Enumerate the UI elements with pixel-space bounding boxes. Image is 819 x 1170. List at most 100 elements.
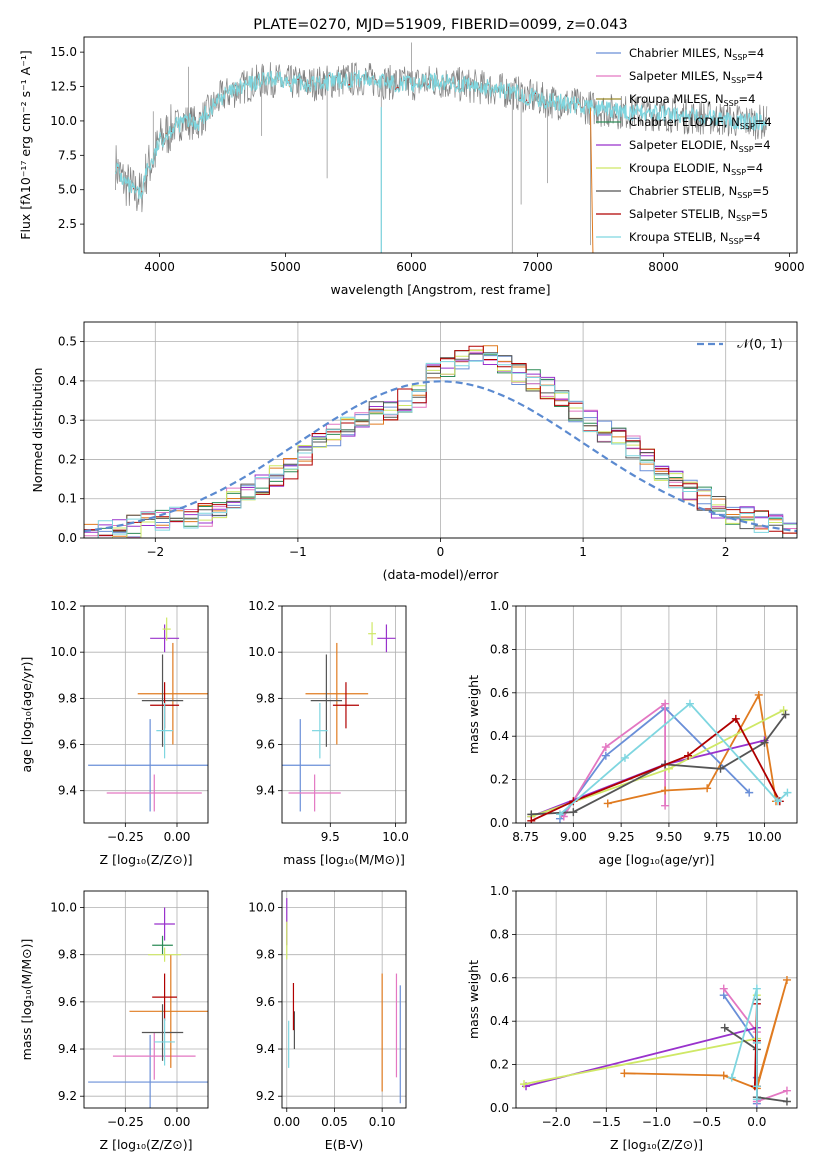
weight_vs_age-series xyxy=(527,690,792,823)
age_vs_mass-xtick-label-1: 10.0 xyxy=(382,830,409,844)
residuals-ytick-label-2: 0.2 xyxy=(58,452,77,466)
weight_vs_age-marker-6-2 xyxy=(684,751,693,760)
residuals-xtick-label-2: 0 xyxy=(437,545,445,559)
weight_vs_Z-xtick-label-2: −1.0 xyxy=(642,1115,671,1129)
spectrum-lines xyxy=(114,42,768,253)
weight_vs_Z-ytick-label-2: 0.4 xyxy=(490,1014,509,1028)
weight_vs_age-ytick-label-1: 0.2 xyxy=(490,773,509,787)
weight_vs_age-marker-2-3 xyxy=(754,690,763,699)
mass_vs_ebv-xlabel: E(B-V) xyxy=(325,1137,364,1152)
weight_vs_age-ytick-label-2: 0.4 xyxy=(490,729,509,743)
age_vs_mass-ytick-label-0: 9.4 xyxy=(256,784,275,798)
age_vs_mass-ytick-label-2: 9.8 xyxy=(256,691,275,705)
weight_vs_age-marker-1-1 xyxy=(601,743,610,752)
weight_vs_age-line-0 xyxy=(559,706,750,820)
mass_vs_Z-xtick-label-0: −0.25 xyxy=(107,1115,144,1129)
spectrum-ytick-label-1: 5.0 xyxy=(58,183,77,197)
residuals-frame xyxy=(83,321,798,539)
residual-ylabel: Normed distribution xyxy=(30,368,45,493)
spectrum-title: PLATE=0270, MJD=51909, FIBERID=0099, z=0… xyxy=(253,17,627,33)
weight_vs_Z-marker-5-4 xyxy=(782,1097,791,1106)
legend-label-7: Salpeter STELIB, NSSP=5 xyxy=(629,207,768,223)
spectrum-ytick-label-0: 2.5 xyxy=(58,217,77,231)
weight_vs_Z-xlabel: Z [log₁₀(Z/Z⊙)] xyxy=(610,1137,703,1152)
weight_vs_age-marker-5-5 xyxy=(781,710,790,719)
weight_vs_age-marker-0-1 xyxy=(601,751,610,760)
weight_vs_age-xtick-label-5: 10.00 xyxy=(747,830,781,844)
residuals-xtick-label-0: −2 xyxy=(146,545,164,559)
weight_vs_age-marker-4-1 xyxy=(664,764,673,773)
legend-label-0: Chabrier MILES, NSSP=4 xyxy=(629,46,764,62)
weight_vs_Z-marker-4-0 xyxy=(520,1080,529,1089)
age_vs_Z-ytick-label-0: 9.4 xyxy=(58,784,77,798)
weight_vs_Z-marker-7-3 xyxy=(752,1095,761,1104)
weight_vs_Z-marker-1-3 xyxy=(782,1086,791,1095)
residuals-ytick-label-0: 0.0 xyxy=(58,531,77,545)
legend-label-8: Kroupa STELIB, NSSP=4 xyxy=(629,230,760,246)
mass_vs_ebv-ytick-label-1: 9.4 xyxy=(256,1042,275,1056)
weight_vs_age-axes: 8.75 9.00 9.25 9.50 9.75 10.00 0.0 0.2 0.4 0.6 0.8… xyxy=(490,599,798,844)
spectrum-xtick-label-3: 7000 xyxy=(522,260,553,274)
age_vs_mass-frame xyxy=(281,605,407,824)
weight_vs_Z-xtick-label-0: −2.0 xyxy=(542,1115,571,1129)
legend-label-1: Salpeter MILES, NSSP=4 xyxy=(629,69,763,85)
age_vs_mass-ytick-label-4: 10.2 xyxy=(248,599,275,613)
weight_vs_age-xlabel: age [log₁₀(age/yr)] xyxy=(599,852,715,867)
weight_vs_Z-marker-7-2 xyxy=(752,1038,761,1047)
weight_vs_age-line-4 xyxy=(531,709,785,818)
mass_vs_ebv-ytick-label-0: 9.2 xyxy=(256,1089,275,1103)
mass_vs_Z-points xyxy=(88,907,208,1108)
residual-xlabel: (data-model)/error xyxy=(383,567,500,582)
weight_vs_age-marker-7-1 xyxy=(620,753,629,762)
mass_vs_ebv-axes: 0.00 0.05 0.10 9.2 9.4 9.6 9.8 10.0 xyxy=(248,890,407,1129)
weight_vs_Z-ytick-label-4: 0.8 xyxy=(490,927,509,941)
weight_vs_Z-marker-5-0 xyxy=(720,1023,729,1032)
age_vs_mass-ytick-label-3: 10.0 xyxy=(248,645,275,659)
weight_vs_age-line-1 xyxy=(563,701,666,817)
weight_vs_Z-ytick-label-3: 0.6 xyxy=(490,971,509,985)
age_vs_Z-ytick-label-2: 9.8 xyxy=(58,691,77,705)
weight_vs_age-ytick-label-0: 0.0 xyxy=(490,816,509,830)
weight_vs_age-marker-2-0 xyxy=(603,799,612,808)
weight_vs_age-marker-6-3 xyxy=(731,714,740,723)
age_vs_Z-ylabel: age [log₁₀(age/yr)] xyxy=(19,657,34,773)
weight_vs_age-ylabel: mass weight xyxy=(466,675,481,754)
legend-label-5: Kroupa ELODIE, NSSP=4 xyxy=(629,161,763,177)
mass_vs_Z-axes: −0.25 0.00 9.2 9.4 9.6 9.8 10.0 xyxy=(50,890,209,1129)
spectrum-frame xyxy=(83,36,798,254)
age_vs_Z-points xyxy=(88,617,208,812)
age_vs_Z-frame xyxy=(83,605,209,824)
spectrum-xlabel: wavelength [Angstrom, rest frame] xyxy=(330,282,550,297)
spectrum-axes: 4000 5000 6000 7000 8000 9000 2.5 5.0 7.5 10.0 12.… xyxy=(50,36,805,274)
mass_vs_ebv-frame xyxy=(281,890,407,1109)
age_vs_Z-xlabel: Z [log₁₀(Z/Z⊙)] xyxy=(100,852,193,867)
mass_vs_Z-xlabel: Z [log₁₀(Z/Z⊙)] xyxy=(100,1137,193,1152)
weight_vs_Z-xtick-label-3: −0.5 xyxy=(692,1115,721,1129)
mass_vs_ebv-ytick-label-4: 10.0 xyxy=(248,901,275,915)
mass_vs_Z-ytick-label-3: 9.8 xyxy=(58,948,77,962)
weight_vs_age-marker-7-3 xyxy=(773,797,782,806)
weight_vs_Z-ylabel: mass weight xyxy=(466,960,481,1039)
weight_vs_age-marker-5-4 xyxy=(760,738,769,747)
age_vs_mass-ytick-label-1: 9.6 xyxy=(256,738,275,752)
mass_vs_ebv-xtick-label-2: 0.10 xyxy=(369,1115,396,1129)
weight_vs_age-xtick-label-0: 8.75 xyxy=(512,830,539,844)
weight_vs_Z-line-5 xyxy=(724,999,788,1103)
spectrum-xtick-label-0: 4000 xyxy=(144,260,175,274)
residual-hist-8 xyxy=(84,353,797,538)
spectrum-ytick-label-5: 15.0 xyxy=(50,45,77,59)
age_vs_Z-ytick-label-4: 10.2 xyxy=(50,599,77,613)
weight_vs_age-marker-0-3 xyxy=(745,788,754,797)
weight_vs_age-ytick-label-5: 1.0 xyxy=(490,599,509,613)
weight_vs_age-ytick-label-3: 0.6 xyxy=(490,686,509,700)
mass_vs_Z-ytick-label-2: 9.6 xyxy=(58,995,77,1009)
residual-hist-7 xyxy=(84,345,797,538)
age_vs_mass-axes: 9.5 10.0 9.4 9.6 9.8 10.0 10.2 xyxy=(248,599,409,844)
weight_vs_Z-marker-7-1 xyxy=(752,984,761,993)
mass_vs_ebv-points xyxy=(286,898,401,1104)
mass_vs_Z-xtick-label-1: 0.00 xyxy=(164,1115,191,1129)
legend-label-4: Salpeter ELODIE, NSSP=4 xyxy=(629,138,771,154)
weight_vs_Z-marker-1-0 xyxy=(719,984,728,993)
weight_vs_age-marker-1-2 xyxy=(661,699,670,708)
age_vs_Z-xtick-label-0: −0.25 xyxy=(107,830,144,844)
